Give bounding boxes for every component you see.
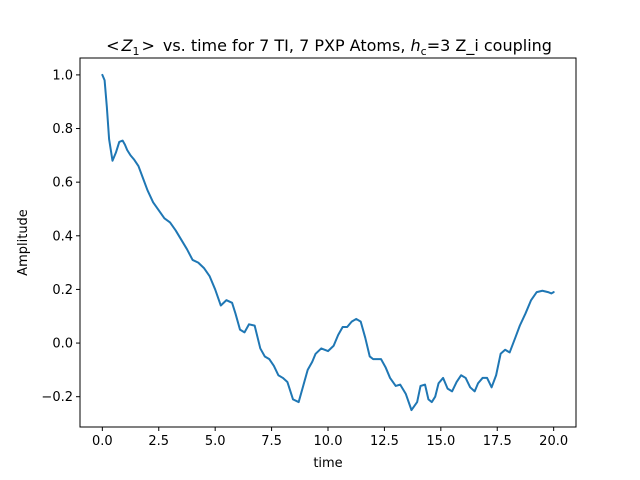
y-tick-label: 0.6 — [52, 176, 73, 191]
x-tick-label: 12.5 — [370, 434, 399, 449]
x-tick-label: 5.0 — [205, 434, 226, 449]
x-tick-label: 17.5 — [483, 434, 512, 449]
axis-ticks: 0.0 2.5 5.0 7.5 10.0 12.5 15.0 17.5 20.0 −0.2 0.0 0… — [41, 68, 568, 449]
y-tick-label: 0.4 — [52, 229, 73, 244]
x-tick-label: 15.0 — [426, 434, 455, 449]
y-tick-label: 0.0 — [52, 337, 73, 352]
x-tick-label: 10.0 — [314, 434, 343, 449]
y-tick-label: 1.0 — [52, 68, 73, 83]
x-tick-label: 20.0 — [539, 434, 568, 449]
x-tick-label: 7.5 — [261, 434, 282, 449]
series-line — [101, 73, 555, 412]
y-tick-label: 0.8 — [52, 122, 73, 137]
y-tick-label: −0.2 — [41, 390, 73, 405]
x-axis-label: time — [313, 456, 342, 471]
x-tick-label: 0.0 — [92, 434, 113, 449]
chart-title: < Z1 > vs. time for 7 TI, 7 PXP Atoms, hc=3… — [106, 36, 552, 58]
y-axis-label: Amplitude — [16, 209, 31, 276]
x-tick-label: 2.5 — [148, 434, 169, 449]
y-tick-label: 0.2 — [52, 283, 73, 298]
axes-frame — [79, 57, 577, 428]
